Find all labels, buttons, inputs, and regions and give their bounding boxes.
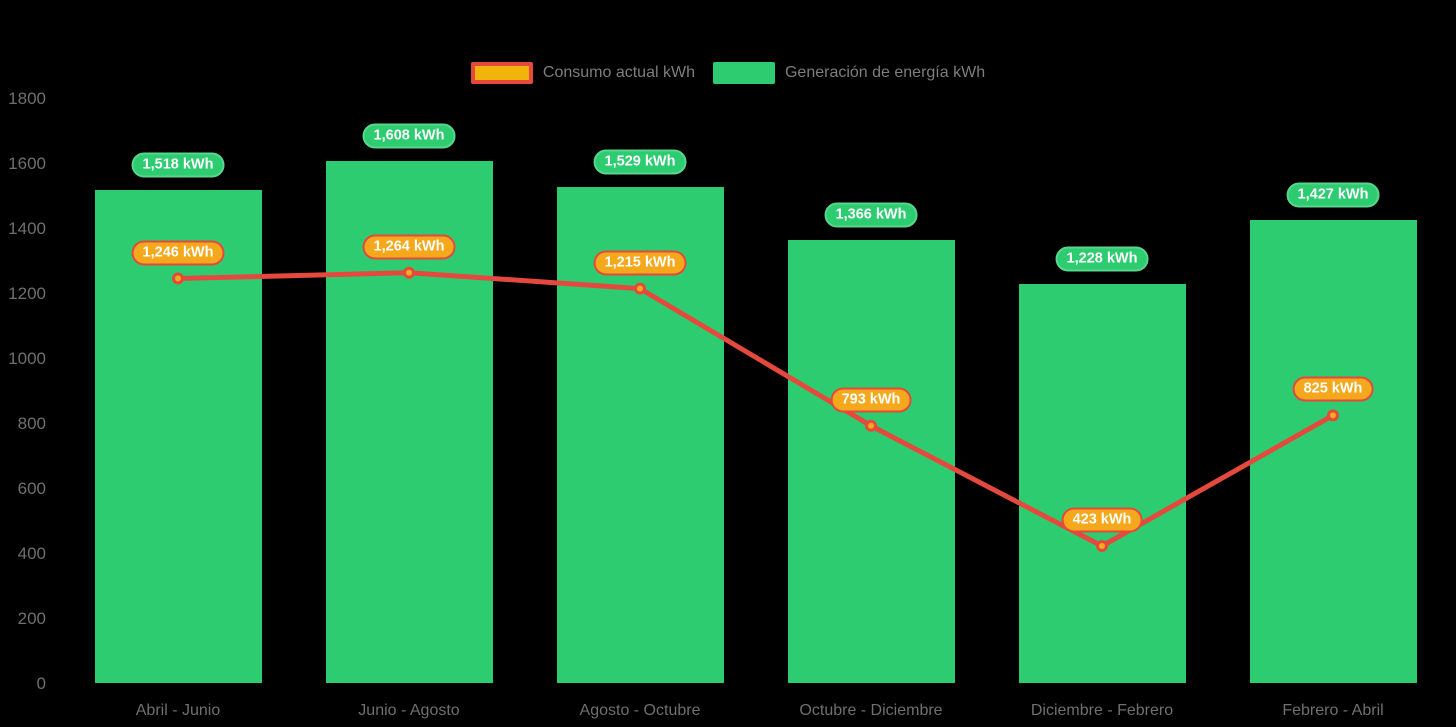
y-axis-tick-label: 1600 bbox=[8, 153, 46, 173]
generation-value-badge: 1,228 kWh bbox=[1055, 246, 1149, 272]
consumption-marker bbox=[1096, 540, 1108, 553]
consumption-marker bbox=[403, 266, 415, 279]
x-axis-category-label: Febrero - Abril bbox=[1282, 702, 1384, 719]
generation-bar bbox=[1018, 284, 1186, 684]
consumption-value-badge: 1,215 kWh bbox=[593, 250, 687, 276]
consumption-marker bbox=[1327, 409, 1339, 422]
x-axis-category-label: Junio - Agosto bbox=[358, 702, 460, 719]
generation-bar bbox=[1249, 219, 1417, 684]
legend-label-generacion: Generación de energía kWh bbox=[784, 64, 986, 81]
y-axis-tick-label: 1800 bbox=[8, 88, 46, 108]
y-axis-tick-label: 1400 bbox=[8, 218, 46, 238]
consumption-value-badge: 1,264 kWh bbox=[362, 234, 456, 260]
consumption-marker bbox=[865, 419, 877, 432]
y-axis-tick-label: 0 bbox=[36, 673, 46, 693]
consumption-value-badge: 423 kWh bbox=[1061, 507, 1143, 533]
generation-value-badge: 1,529 kWh bbox=[593, 149, 687, 175]
consumption-marker bbox=[172, 272, 184, 285]
consumption-value-badge: 1,246 kWh bbox=[131, 240, 225, 266]
y-axis-tick-label: 1200 bbox=[8, 283, 46, 303]
legend-item-consumo[interactable]: Consumo actual kWh bbox=[470, 62, 695, 84]
x-axis-category-label: Diciembre - Febrero bbox=[1030, 702, 1174, 719]
legend-label-consumo: Consumo actual kWh bbox=[542, 64, 695, 81]
consumption-line bbox=[175, 270, 1336, 549]
generacion-swatch-icon bbox=[712, 62, 775, 84]
y-axis-tick-label: 1000 bbox=[8, 348, 46, 368]
generation-bar bbox=[94, 190, 262, 684]
generation-value-badge: 1,427 kWh bbox=[1286, 182, 1380, 208]
consumption-value-badge: 793 kWh bbox=[830, 387, 912, 413]
y-axis-tick-label: 800 bbox=[17, 413, 46, 433]
x-axis-category-label: Abril - Junio bbox=[135, 702, 221, 719]
y-axis-tick-label: 400 bbox=[17, 543, 46, 563]
y-axis-tick-label: 600 bbox=[17, 478, 46, 498]
legend-item-generacion[interactable]: Generación de energía kWh bbox=[712, 62, 986, 84]
consumo-swatch-icon bbox=[470, 62, 533, 84]
consumption-marker bbox=[634, 282, 646, 295]
y-axis-tick-label: 200 bbox=[17, 608, 46, 628]
generation-value-badge: 1,366 kWh bbox=[824, 202, 918, 228]
x-axis-category-label: Agosto - Octubre bbox=[579, 702, 701, 719]
generation-value-badge: 1,518 kWh bbox=[131, 152, 225, 178]
generation-bar bbox=[787, 239, 955, 684]
legend: Consumo actual kWh Generación de energía… bbox=[0, 62, 1456, 84]
generation-value-badge: 1,608 kWh bbox=[362, 123, 456, 149]
consumption-value-badge: 825 kWh bbox=[1292, 376, 1374, 402]
x-axis-category-label: Octubre - Diciembre bbox=[799, 702, 943, 719]
